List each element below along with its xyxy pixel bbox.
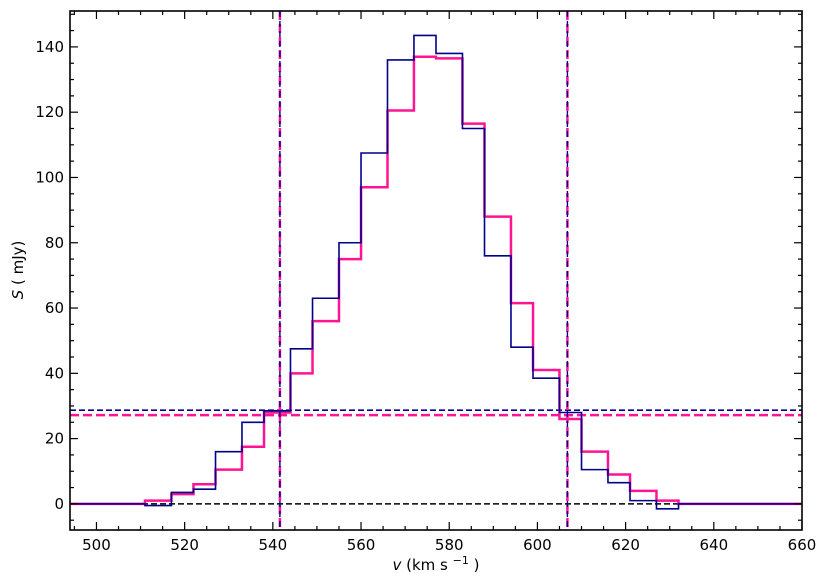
x-tick-label: 580 [435, 536, 464, 554]
x-tick-label: 640 [699, 536, 728, 554]
x-tick-label: 620 [611, 536, 640, 554]
x-axis-label: v (km s −1 ) [392, 550, 479, 574]
y-tick-label: 80 [45, 234, 64, 252]
x-axis-label-var: v [392, 556, 402, 574]
y-axis-label: S ( mJy) [9, 241, 27, 300]
axes-frame [69, 10, 803, 531]
y-tick-label: 60 [45, 299, 64, 317]
x-tick-label: 660 [788, 536, 817, 554]
y-axis-label-units: ( mJy) [9, 241, 27, 285]
x-axis-label-exponent: −1 [453, 554, 469, 567]
y-tick-label: 0 [54, 495, 64, 513]
y-tick-label: 40 [45, 364, 64, 382]
x-tick-label: 520 [170, 536, 199, 554]
x-tick-label: 560 [347, 536, 376, 554]
plot-area [70, 11, 802, 530]
tick-labels: 500 520 540 560 580 600 620 640 660 0 20 40 60 80 100 1… [35, 38, 816, 554]
x-tick-label: 600 [523, 536, 552, 554]
y-axis-label-var: S [9, 289, 27, 299]
y-tick-label: 20 [45, 430, 64, 448]
y-tick-label: 120 [35, 103, 64, 121]
x-tick-label: 500 [82, 536, 111, 554]
x-axis-label-close: ) [474, 556, 480, 574]
x-axis-label-units: (km s [406, 556, 448, 574]
x-tick-label: 540 [259, 536, 288, 554]
series-line-1 [70, 34, 802, 510]
y-tick-label: 140 [35, 38, 64, 56]
y-tick-label: 100 [35, 168, 64, 186]
